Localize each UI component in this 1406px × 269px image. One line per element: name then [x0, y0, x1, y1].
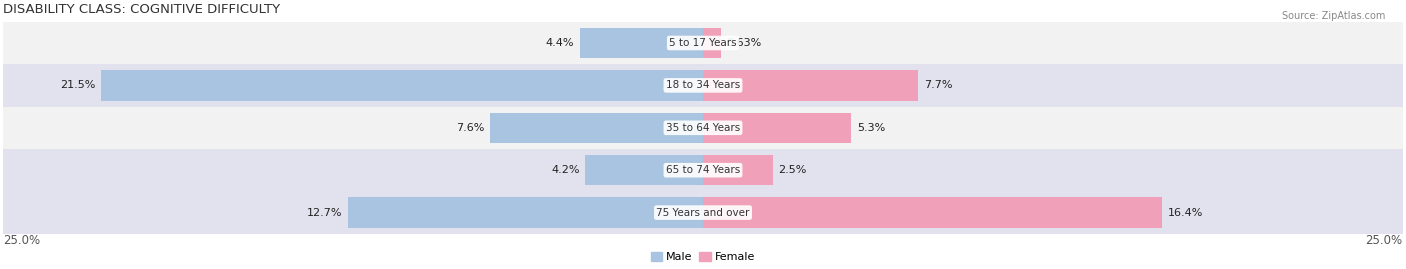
Text: 2.5%: 2.5%	[779, 165, 807, 175]
Bar	[579, 28, 703, 58]
Legend: Male, Female: Male, Female	[647, 247, 759, 266]
Text: 21.5%: 21.5%	[60, 80, 96, 90]
Bar	[3, 107, 1403, 149]
Bar	[3, 64, 1403, 107]
Text: 0.63%: 0.63%	[727, 38, 762, 48]
Text: 25.0%: 25.0%	[1365, 234, 1403, 247]
Text: 35 to 64 Years: 35 to 64 Years	[666, 123, 740, 133]
Bar	[703, 70, 918, 101]
Text: 4.2%: 4.2%	[551, 165, 579, 175]
Text: DISABILITY CLASS: COGNITIVE DIFFICULTY: DISABILITY CLASS: COGNITIVE DIFFICULTY	[3, 3, 281, 16]
Bar	[703, 155, 773, 185]
Bar	[703, 112, 851, 143]
Bar	[101, 70, 703, 101]
Bar	[491, 112, 703, 143]
Text: 4.4%: 4.4%	[546, 38, 574, 48]
Bar	[3, 192, 1403, 234]
Text: 65 to 74 Years: 65 to 74 Years	[666, 165, 740, 175]
Text: 5.3%: 5.3%	[856, 123, 886, 133]
Bar	[585, 155, 703, 185]
Bar	[3, 149, 1403, 192]
Text: 75 Years and over: 75 Years and over	[657, 208, 749, 218]
Bar	[347, 197, 703, 228]
Text: 18 to 34 Years: 18 to 34 Years	[666, 80, 740, 90]
Text: 5 to 17 Years: 5 to 17 Years	[669, 38, 737, 48]
Bar	[703, 197, 1161, 228]
Text: 12.7%: 12.7%	[307, 208, 342, 218]
Text: 7.6%: 7.6%	[457, 123, 485, 133]
Text: 25.0%: 25.0%	[3, 234, 41, 247]
Bar	[703, 28, 721, 58]
Bar	[3, 22, 1403, 64]
Text: 16.4%: 16.4%	[1167, 208, 1204, 218]
Text: Source: ZipAtlas.com: Source: ZipAtlas.com	[1281, 11, 1385, 21]
Text: 7.7%: 7.7%	[924, 80, 952, 90]
